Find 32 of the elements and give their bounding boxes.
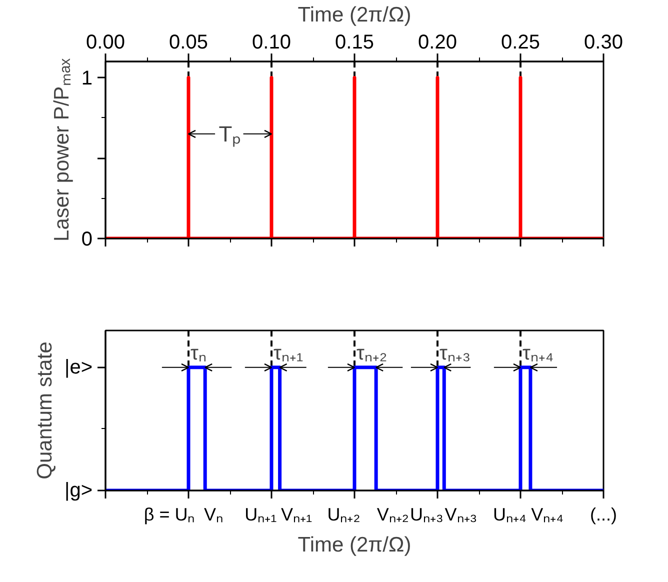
annotation: τₙ₊₃ [440,342,471,364]
text: |e> [64,356,92,378]
annotation: Uₙ₊₃ [410,504,444,524]
annotation: Uₙ₊₂ [327,504,360,524]
text: (...) [590,504,618,524]
x-tick-label: 0.00 [86,32,125,54]
y-tick-label: 1 [81,68,92,90]
annotation: τₙ₊₂ [356,342,388,364]
annotation: Tₚ [218,121,242,148]
x-axis-title: Time (2π/Ω) [298,4,412,26]
annotation: Uₙ₊₄ [493,504,526,524]
annotation: Vₙ₊₂ [376,504,409,524]
annotation: τₙ [190,342,206,364]
y-axis-title: Laser power P/Pₘₐₓ [50,58,74,242]
x-tick-label: 0.10 [252,32,291,54]
x-axis-title: Time (2π/Ω) [298,534,412,556]
annotation: Vₙ₊₁ [281,504,312,524]
y-axis-title: Quantum state [34,342,56,480]
x-tick-label: 0.05 [169,32,208,54]
x-tick-label: 0.30 [584,32,623,54]
annotation: τₙ₊₄ [522,342,554,364]
annotation: τₙ₊₁ [274,342,304,364]
annotation: Vₙ₊₃ [444,504,478,524]
annotation: Vₙ [204,504,224,524]
annotation: Uₙ₊₁ [244,504,277,524]
text: |g> [64,480,92,502]
annotation: β = Uₙ [144,504,195,524]
y-tick-label: 0 [81,228,92,250]
x-tick-label: 0.20 [418,32,457,54]
annotation: Vₙ₊₄ [531,504,564,524]
x-tick-label: 0.15 [335,32,374,54]
x-tick-label: 0.25 [501,32,540,54]
